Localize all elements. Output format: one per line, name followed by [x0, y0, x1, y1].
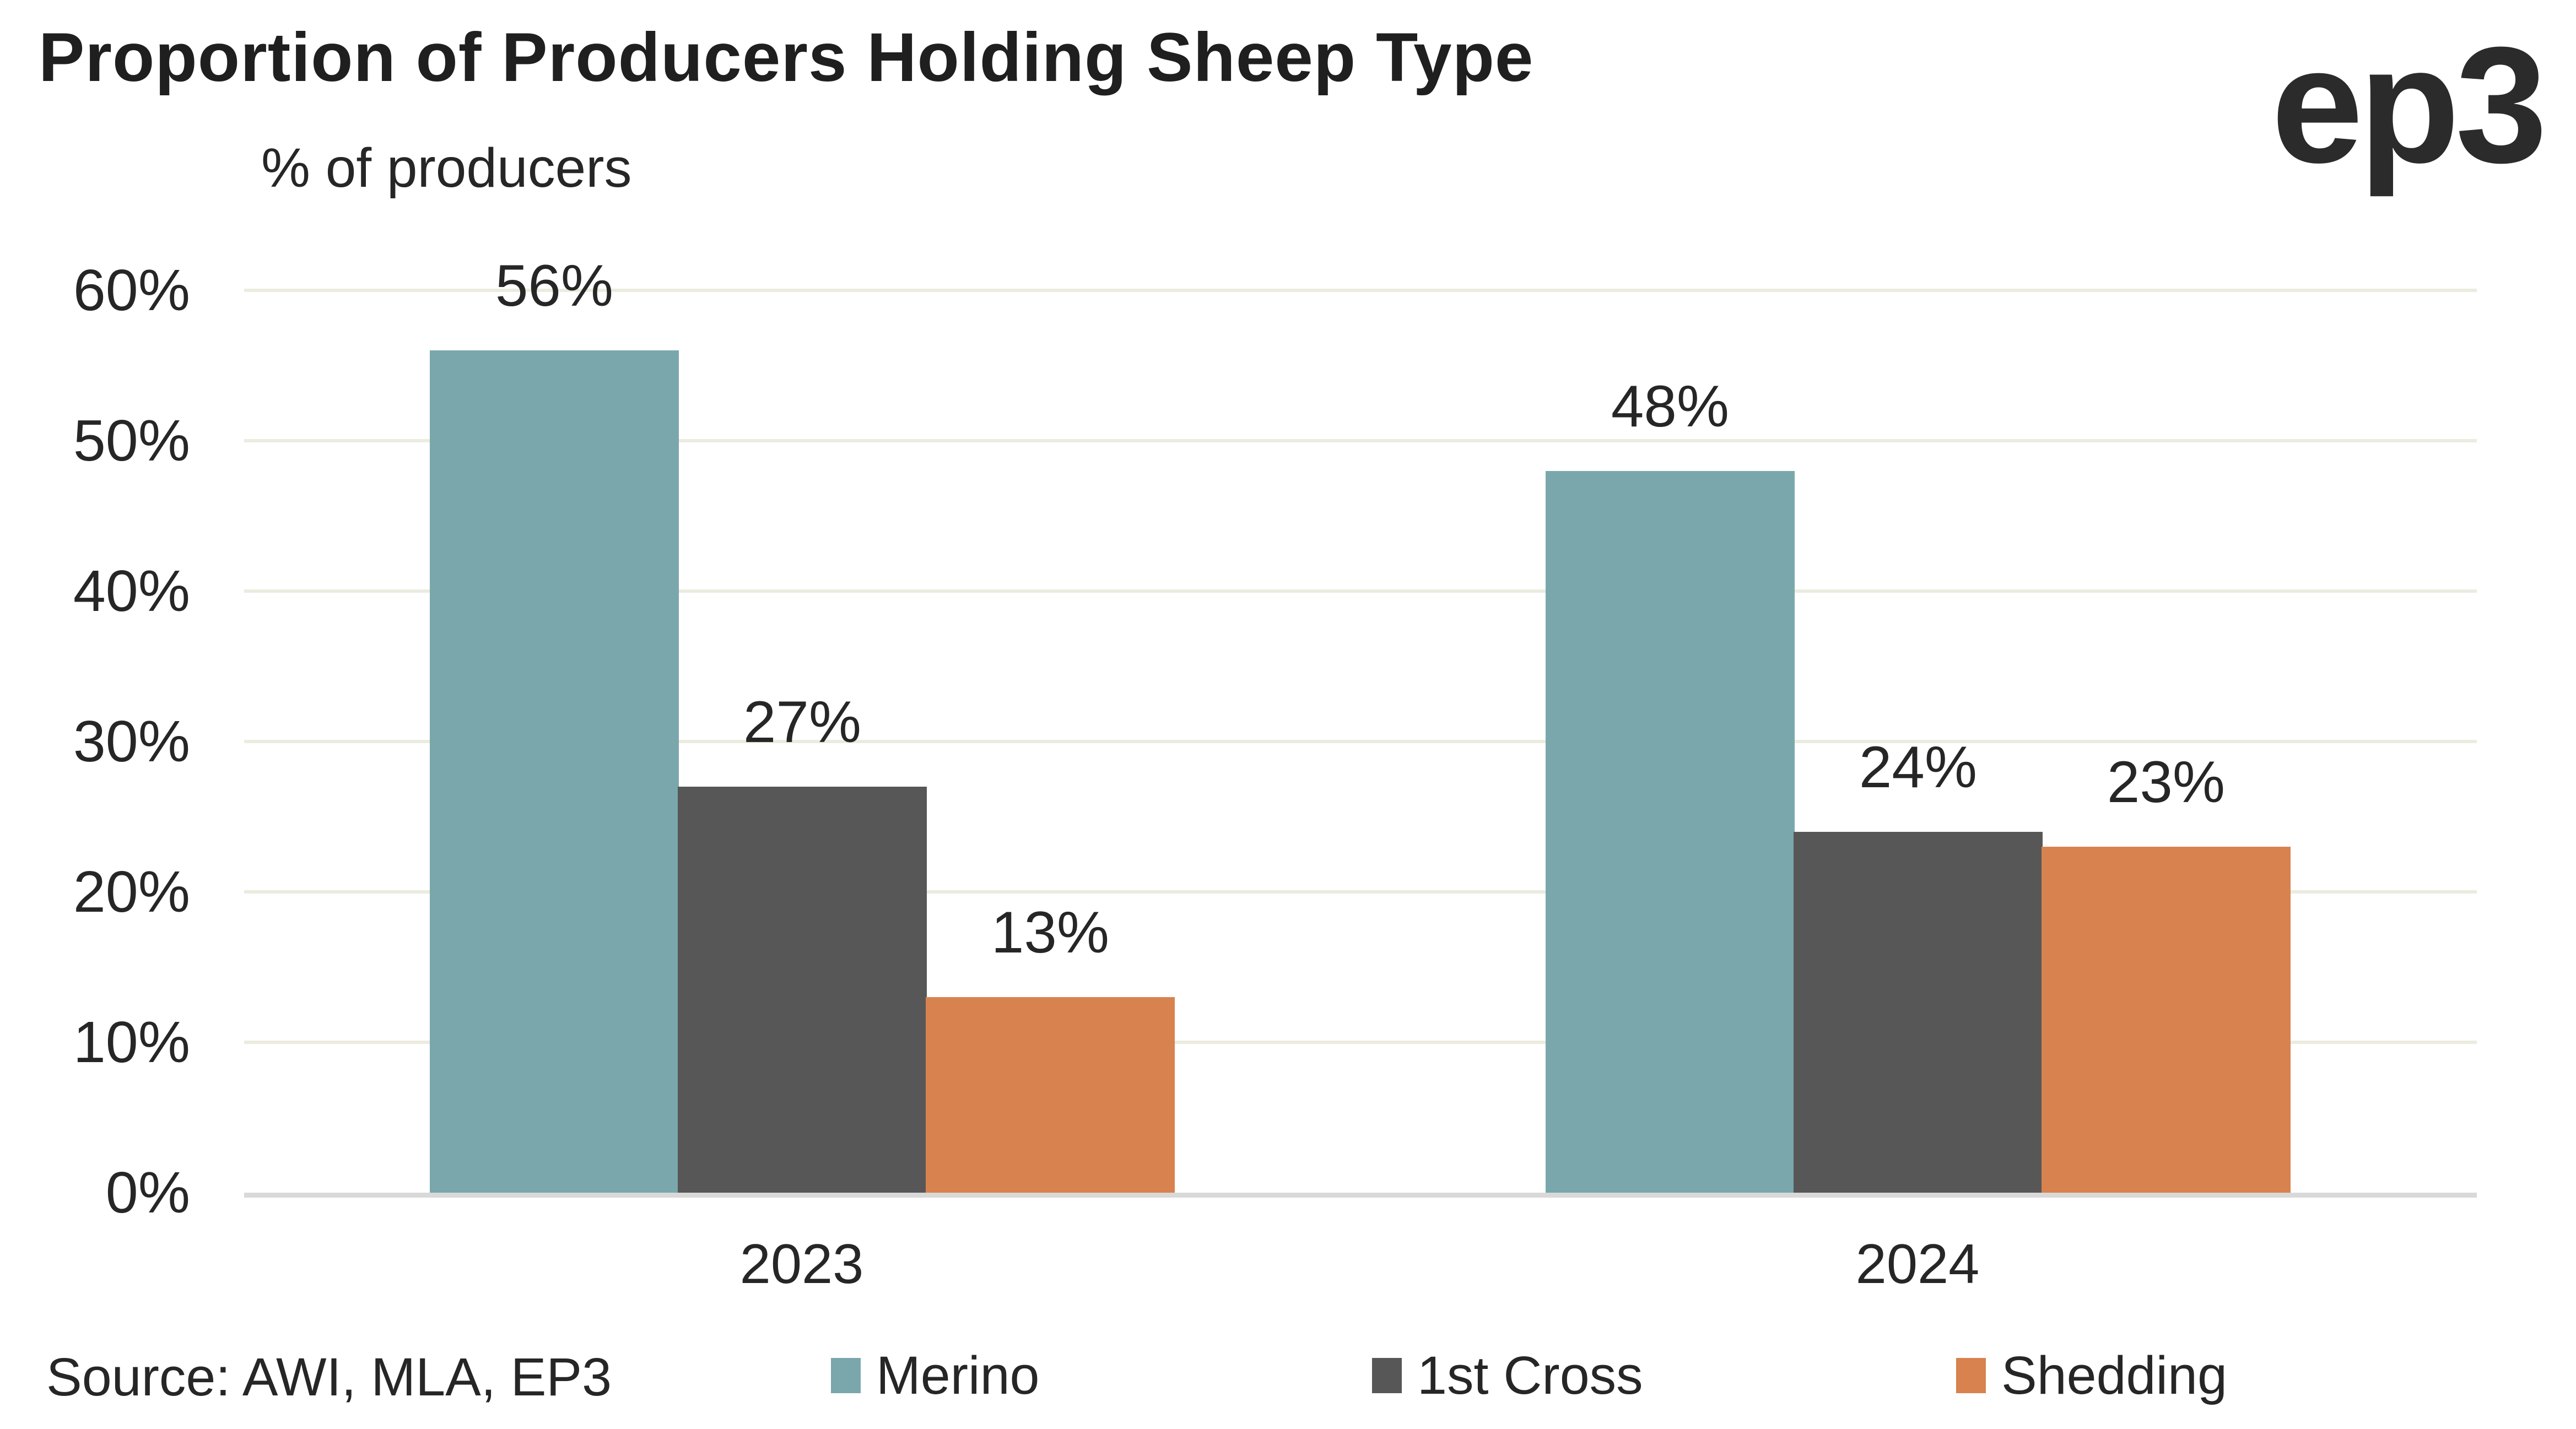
source-note: Source: AWI, MLA, EP3 — [46, 1347, 612, 1407]
legend-label-1st-cross: 1st Cross — [1417, 1345, 1643, 1405]
gridline-30 — [244, 740, 2477, 743]
legend-label-merino: Merino — [876, 1345, 1040, 1405]
y-axis-tick-label: 40% — [73, 559, 190, 624]
y-axis-tick-label: 50% — [73, 408, 190, 473]
bar-value-label: 13% — [991, 899, 1110, 966]
bar-value-label: 48% — [1611, 372, 1730, 439]
y-axis-tick-label: 0% — [105, 1160, 190, 1225]
y-axis-title: % of producers — [261, 137, 632, 199]
x-category-label: 2023 — [739, 1233, 864, 1295]
bar-value-label: 27% — [743, 688, 862, 755]
gridline-20 — [244, 890, 2477, 894]
bar-merino-2023 — [430, 350, 679, 1193]
legend-item-shedding: Shedding — [1956, 1345, 2227, 1405]
legend-item-1st-cross: 1st Cross — [1372, 1345, 1643, 1405]
gridline-10 — [244, 1041, 2477, 1044]
legend-swatch-shedding — [1956, 1358, 1986, 1393]
y-axis-tick-label: 60% — [73, 258, 190, 323]
bar-value-label: 56% — [495, 252, 614, 319]
gridline-40 — [244, 589, 2477, 593]
bar-1st-cross-2023 — [678, 786, 927, 1193]
legend-item-merino: Merino — [831, 1345, 1040, 1405]
x-axis-baseline — [244, 1193, 2477, 1198]
y-axis-tick-label: 10% — [73, 1010, 190, 1075]
x-category-label: 2024 — [1855, 1233, 1980, 1295]
y-axis-tick-label: 30% — [73, 709, 190, 774]
y-axis-tick-label: 20% — [73, 859, 190, 924]
legend-swatch-1st-cross — [1372, 1358, 1402, 1393]
bar-merino-2024 — [1546, 470, 1795, 1193]
gridline-50 — [244, 439, 2477, 442]
legend-label-shedding: Shedding — [2001, 1345, 2227, 1405]
bar-shedding-2023 — [926, 997, 1175, 1193]
bar-1st-cross-2024 — [1794, 831, 2043, 1193]
chart-title: Proportion of Producers Holding Sheep Ty… — [39, 19, 1534, 96]
bar-value-label: 23% — [2107, 749, 2226, 815]
bar-shedding-2024 — [2042, 847, 2291, 1193]
brand-logo: ep3 — [2271, 12, 2547, 197]
bar-value-label: 24% — [1859, 733, 1978, 800]
gridline-60 — [244, 289, 2477, 292]
legend-swatch-merino — [831, 1358, 861, 1393]
